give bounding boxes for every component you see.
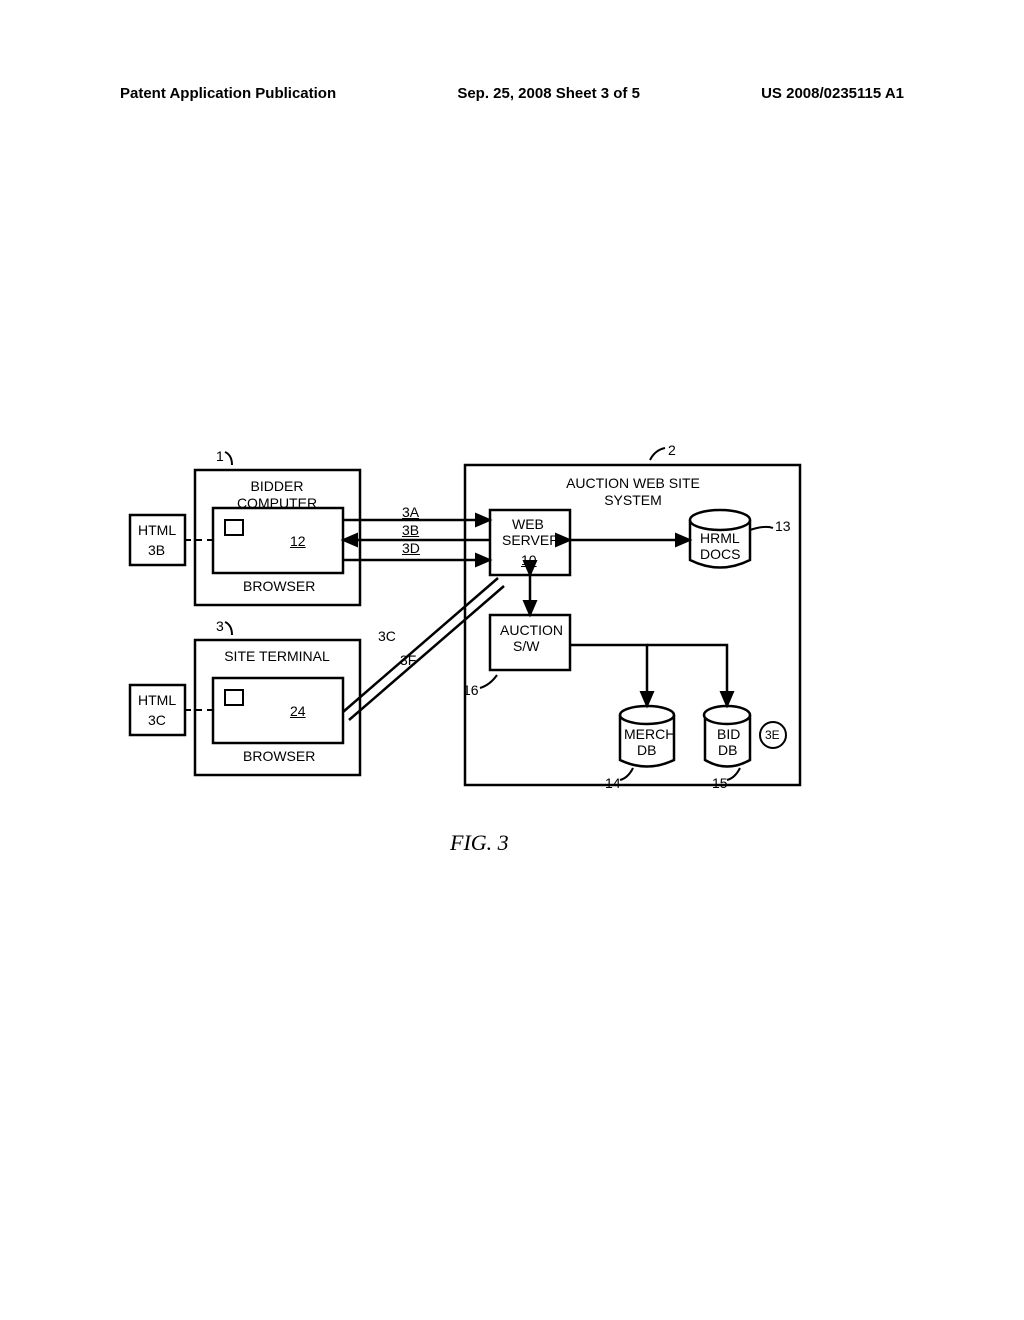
badge-3e: 3E: [765, 728, 780, 742]
link-sw-bid: [647, 645, 727, 706]
site-browser-ref: 24: [290, 703, 306, 720]
ref-16: 16: [463, 682, 479, 699]
bidder-browser-box: [213, 508, 343, 573]
link-3f: [349, 586, 504, 720]
link-label-3a: 3A: [402, 504, 419, 521]
link-sw-merch: [570, 645, 647, 706]
bid-l1: BID: [717, 726, 740, 743]
bidder-browser-ref: 12: [290, 533, 306, 550]
merch-l1: MERCH: [624, 726, 675, 743]
ref-2: 2: [668, 442, 676, 459]
html-3c-l2: 3C: [148, 712, 166, 729]
ref-13: 13: [775, 518, 791, 535]
bid-l2: DB: [718, 742, 737, 759]
html-3b-l1: HTML: [138, 522, 176, 539]
bidder-title: BIDDER COMPUTER: [212, 478, 342, 512]
web-server-l2: SERVER: [502, 532, 559, 549]
diagram-svg: [0, 0, 1024, 1320]
hrml-l1: HRML: [700, 530, 740, 547]
web-server-ref: 10: [521, 552, 537, 569]
figure-caption: FIG. 3: [450, 830, 509, 856]
merch-l2: DB: [637, 742, 656, 759]
ref-15: 15: [712, 775, 728, 792]
ref-14: 14: [605, 775, 621, 792]
auction-title: AUCTION WEB SITE SYSTEM: [548, 475, 718, 509]
bidder-browser-label: BROWSER: [243, 578, 315, 595]
hrml-l2: DOCS: [700, 546, 740, 563]
link-label-3c: 3C: [378, 628, 396, 645]
ref-1: 1: [216, 448, 224, 465]
site-title: SITE TERMINAL: [222, 648, 332, 665]
html-3c-l1: HTML: [138, 692, 176, 709]
site-browser-label: BROWSER: [243, 748, 315, 765]
auction-sw-l1: AUCTION: [500, 622, 563, 639]
link-label-3b: 3B: [402, 522, 419, 539]
site-browser-icon: [225, 690, 243, 705]
bidder-browser-icon: [225, 520, 243, 535]
ref-3: 3: [216, 618, 224, 635]
web-server-l1: WEB: [512, 516, 544, 533]
auction-sw-l2: S/W: [513, 638, 539, 655]
link-label-3d: 3D: [402, 540, 420, 557]
link-label-3f: 3F: [400, 652, 416, 669]
site-browser-box: [213, 678, 343, 743]
html-3b-l2: 3B: [148, 542, 165, 559]
